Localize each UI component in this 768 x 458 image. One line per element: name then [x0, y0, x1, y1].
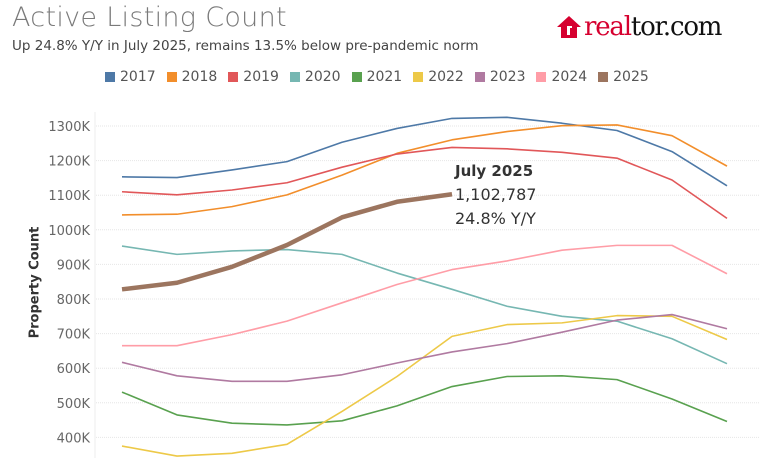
y-tick-label: 700K [57, 328, 91, 343]
y-tick-label: 1000K [48, 224, 90, 239]
legend-swatch [289, 72, 300, 82]
logo-text-real: real [584, 12, 632, 42]
legend-swatch [351, 72, 362, 82]
series-line-2025[interactable] [121, 192, 453, 292]
legend-label: 2018 [181, 69, 218, 85]
series-line-2023[interactable] [121, 313, 728, 383]
legend-label: 2017 [120, 69, 156, 85]
legend: 2017 2018 2019 2020 2021 2022 2023 2024 2025 [105, 69, 649, 85]
legend-item-2025[interactable]: 2025 [598, 69, 649, 85]
series-line-2021[interactable] [121, 375, 728, 426]
legend-item-2017[interactable]: 2017 [105, 69, 156, 85]
y-tick-label: 900K [57, 258, 91, 273]
logo-text-tor: tor.com [630, 12, 723, 42]
series-line-2018[interactable] [121, 124, 728, 216]
legend-label: 2021 [366, 69, 403, 85]
y-tick-label: 1200K [48, 155, 90, 170]
y-tick-label: 1100K [48, 189, 90, 204]
legend-swatch [228, 72, 239, 82]
legend-item-2020[interactable]: 2020 [289, 69, 341, 85]
legend-swatch [474, 72, 485, 82]
series-line-2020[interactable] [121, 245, 728, 365]
legend-swatch [166, 72, 177, 82]
legend-item-2018[interactable]: 2018 [166, 69, 218, 85]
series-line-2024[interactable] [122, 244, 728, 347]
legend-label: 2025 [613, 69, 649, 85]
y-axis-label: Property Count [27, 226, 43, 339]
series-line-2022[interactable] [121, 314, 728, 457]
legend-swatch [536, 72, 547, 82]
legend-swatch [105, 72, 115, 82]
legend-swatch [413, 72, 424, 82]
series-line-2019[interactable] [121, 146, 728, 220]
annotation-value: 1,102,787 [455, 185, 537, 204]
legend-item-2022[interactable]: 2022 [413, 69, 464, 85]
chart-title: Active Listing Count [12, 2, 287, 33]
y-tick-label: 600K [57, 362, 91, 377]
legend-label: 2019 [243, 69, 279, 85]
y-tick-label: 1300K [48, 120, 90, 135]
annotation-change: 24.8% Y/Y [455, 209, 536, 228]
realtor-logo: realtor.com [556, 12, 723, 42]
annotation-title: July 2025 [455, 162, 534, 180]
legend-label: 2020 [304, 69, 341, 85]
legend-item-2019[interactable]: 2019 [228, 69, 279, 85]
series-line-2017[interactable] [121, 116, 728, 187]
legend-label: 2024 [551, 69, 588, 85]
legend-swatch [598, 72, 609, 82]
legend-label: 2022 [428, 69, 464, 85]
legend-label: 2023 [489, 69, 526, 85]
legend-item-2021[interactable]: 2021 [351, 69, 403, 85]
chart-subtitle: Up 24.8% Y/Y in July 2025, remains 13.5%… [12, 38, 479, 54]
legend-item-2024[interactable]: 2024 [536, 69, 587, 85]
y-tick-label: 400K [57, 431, 91, 446]
house-icon [557, 16, 581, 38]
legend-item-2023[interactable]: 2023 [474, 69, 526, 85]
y-tick-label: 500K [57, 397, 91, 412]
y-tick-label: 800K [57, 293, 91, 308]
